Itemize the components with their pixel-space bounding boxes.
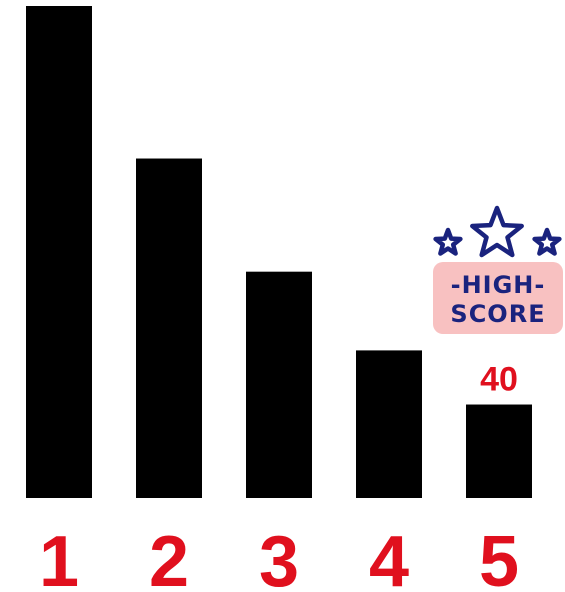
category-label-2: 2 (149, 522, 189, 592)
bar-1 (26, 6, 92, 498)
bar-2 (136, 159, 202, 498)
star-center-icon (472, 208, 521, 255)
bar-5 (466, 405, 532, 498)
badge-line-score: SCORE (450, 300, 545, 328)
high-score-badge: -HIGH- SCORE (433, 208, 563, 334)
category-label-3: 3 (259, 522, 299, 592)
star-left-icon (436, 230, 461, 254)
bar-4 (356, 350, 422, 498)
category-label-4: 4 (369, 522, 409, 592)
category-label-5: 5 (479, 522, 519, 592)
three-stars-icon (436, 208, 560, 255)
data-label-5: 40 (480, 361, 518, 399)
star-right-icon (535, 230, 560, 254)
bar-3 (246, 272, 312, 498)
category-label-1: 1 (39, 522, 79, 592)
badge-line-high: -HIGH- (451, 271, 546, 299)
